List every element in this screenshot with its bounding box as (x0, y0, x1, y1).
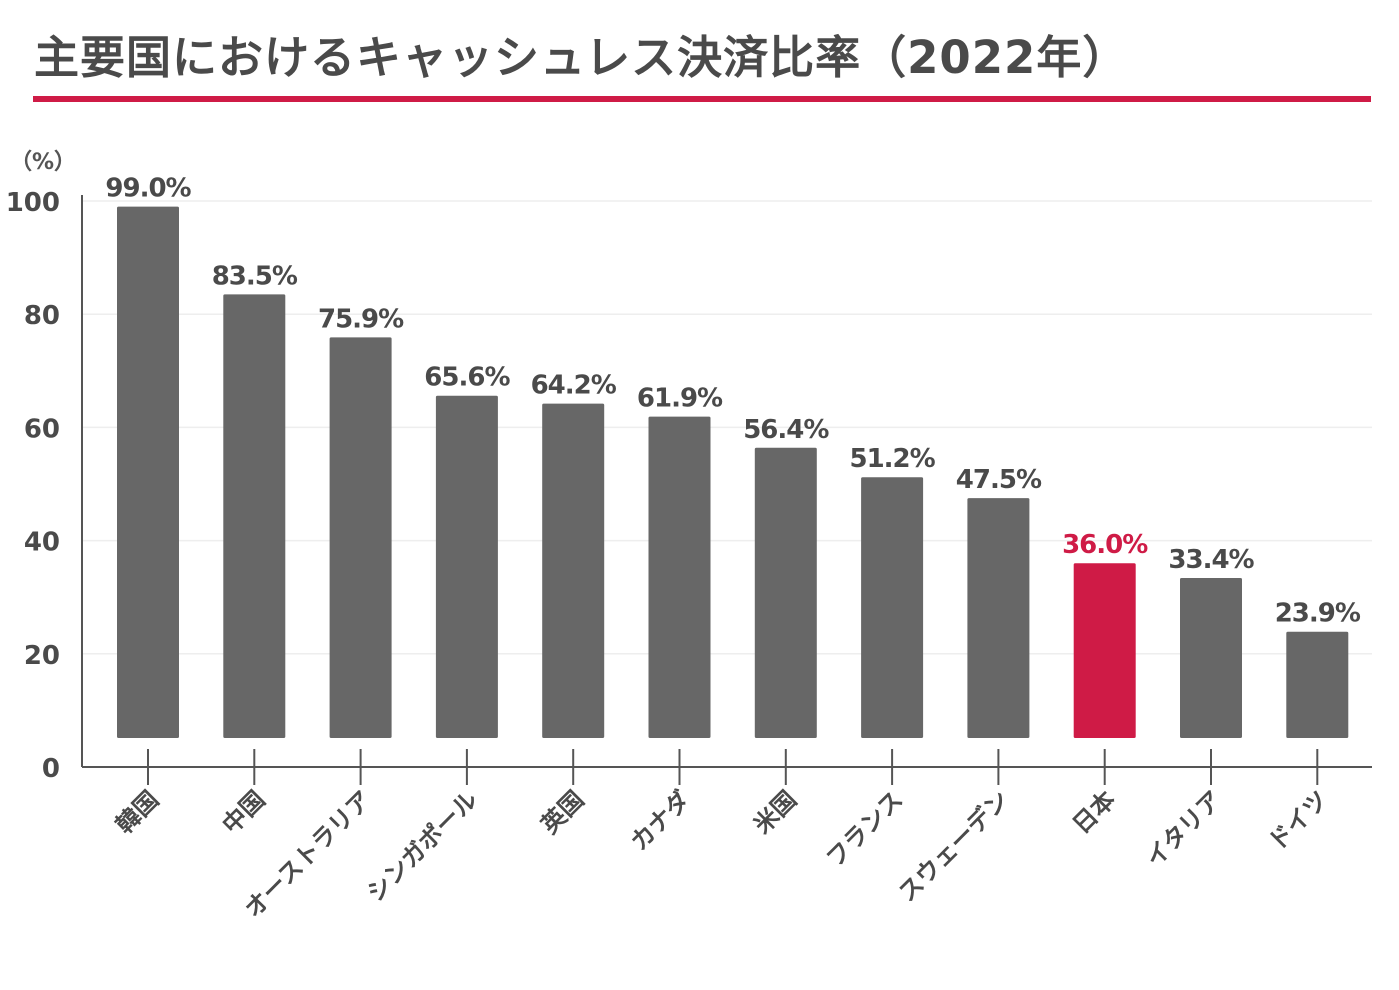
value-label-4: 64.2% (531, 371, 617, 401)
y-tick-label: 60 (24, 414, 60, 444)
value-label-6: 56.4% (743, 415, 829, 445)
bar-2 (329, 337, 392, 738)
bar-3 (435, 395, 498, 738)
bar-8 (967, 498, 1030, 738)
bars (117, 206, 1349, 738)
y-tick-label: 40 (24, 528, 60, 558)
y-tick-label: 80 (24, 301, 60, 331)
y-tick-label: 20 (24, 641, 60, 671)
category-label-8: スウェーデン (893, 785, 1015, 907)
bar-0 (117, 206, 179, 738)
bar-10 (1180, 577, 1242, 738)
value-label-9: 36.0% (1062, 530, 1148, 560)
category-label-9: 日本 (1067, 785, 1121, 839)
category-label-0: 韓国 (111, 785, 165, 839)
category-label-4: 英国 (536, 785, 590, 839)
y-axis-unit-label: （%） (10, 150, 77, 175)
category-label-5: カナダ (625, 785, 696, 856)
grid-lines (82, 200, 1372, 655)
title-underline (33, 96, 1371, 102)
bar-4 (542, 403, 605, 738)
value-label-3: 65.6% (424, 363, 510, 393)
bar-9 (1073, 563, 1136, 738)
value-label-0: 99.0% (105, 174, 191, 204)
axes: 0 20 40 60 80 100 (6, 188, 1372, 785)
y-tick-label: 100 (6, 188, 60, 218)
value-label-8: 47.5% (956, 465, 1042, 495)
bar-6 (754, 447, 817, 738)
value-label-1: 83.5% (212, 261, 298, 291)
value-label-5: 61.9% (637, 384, 723, 414)
value-label-2: 75.9% (318, 304, 404, 334)
bar-1 (223, 294, 286, 738)
value-label-11: 23.9% (1275, 599, 1361, 629)
y-tick-label: 0 (42, 754, 60, 784)
category-label-3: シンガポール (362, 785, 484, 907)
category-label-7: フランス (821, 785, 908, 872)
chart-title: 主要国におけるキャッシュレス決済比率（2022年） (34, 31, 1129, 84)
labels: 99.0%韓国83.5%中国75.9%オーストラリア65.6%シンガポール64.… (105, 174, 1361, 924)
bar-7 (861, 477, 924, 738)
value-label-10: 33.4% (1168, 545, 1254, 575)
category-label-10: イタリア (1140, 785, 1227, 872)
value-label-7: 51.2% (849, 444, 935, 474)
category-label-11: ドイツ (1263, 785, 1334, 856)
bar-11 (1286, 631, 1349, 738)
category-label-6: 米国 (748, 785, 802, 839)
bar-5 (648, 416, 711, 738)
category-label-1: 中国 (217, 785, 271, 839)
